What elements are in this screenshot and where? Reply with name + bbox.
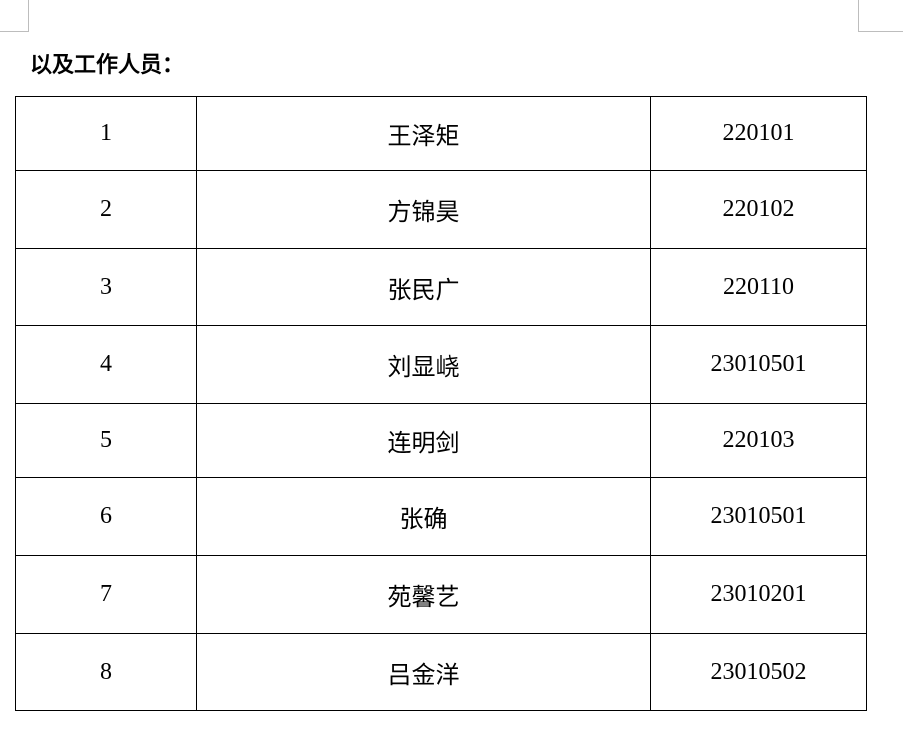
id-cell: 220103: [650, 403, 867, 478]
name-cell: 张确: [196, 477, 651, 556]
corner-mark: [0, 31, 29, 32]
heading: 以及工作人员：: [30, 52, 185, 77]
table-row: 5 连明剑 220103: [15, 403, 867, 478]
index-cell: 1: [15, 96, 197, 171]
table-row: 8 吕金洋 23010502: [15, 633, 867, 711]
index-cell: 3: [15, 248, 197, 326]
corner-mark: [858, 0, 859, 31]
corner-mark: [858, 31, 903, 32]
id-cell: 220110: [650, 248, 867, 326]
id-cell: 23010502: [650, 633, 867, 711]
name-cell: 苑馨艺: [196, 555, 651, 634]
table-row: 7 苑馨艺 23010201: [15, 555, 867, 634]
index-cell: 7: [15, 555, 197, 634]
id-cell: 220101: [650, 96, 867, 171]
id-cell: 220102: [650, 170, 867, 249]
index-cell: 5: [15, 403, 197, 478]
index-cell: 6: [15, 477, 197, 556]
staff-table: 1 王泽矩 220101 2 方锦昊 220102 3 张民广 220110 4 刘显峣 230105…: [15, 96, 867, 711]
table-row: 1 王泽矩 220101: [15, 96, 867, 171]
name-cell: 刘显峣: [196, 325, 651, 404]
name-cell: 张民广: [196, 248, 651, 326]
name-cell: 连明剑: [196, 403, 651, 478]
table-row: 3 张民广 220110: [15, 248, 867, 326]
id-cell: 23010501: [650, 325, 867, 404]
table-row: 4 刘显峣 23010501: [15, 325, 867, 404]
index-cell: 8: [15, 633, 197, 711]
table-row: 6 张确 23010501: [15, 477, 867, 556]
name-cell: 方锦昊: [196, 170, 651, 249]
id-cell: 23010201: [650, 555, 867, 634]
index-cell: 4: [15, 325, 197, 404]
name-cell: 王泽矩: [196, 96, 651, 171]
index-cell: 2: [15, 170, 197, 249]
table-row: 2 方锦昊 220102: [15, 170, 867, 249]
corner-mark: [28, 0, 29, 31]
id-cell: 23010501: [650, 477, 867, 556]
name-cell: 吕金洋: [196, 633, 651, 711]
